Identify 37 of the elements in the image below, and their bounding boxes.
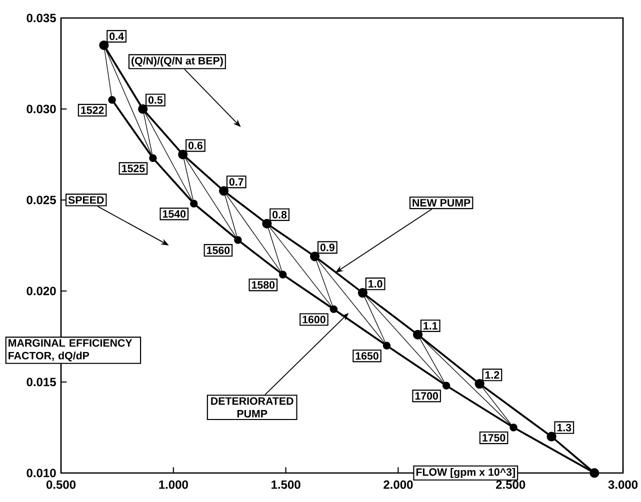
annotation: 1.3: [557, 424, 572, 432]
annotation: 1750: [482, 434, 506, 442]
annotation: 0.7: [229, 178, 244, 186]
y-tick-label: 0.035: [26, 14, 56, 22]
y-axis-title: MARGINAL EFFICIENCY FACTOR, dQ/dP: [8, 339, 132, 362]
annotation: 1650: [356, 352, 378, 360]
x-tick-label: 3.000: [608, 480, 638, 489]
annotation: 1580: [252, 281, 275, 289]
x-tick-label: 2.500: [496, 480, 526, 489]
annotation: 1600: [302, 316, 326, 324]
y-tick-label: 0.030: [26, 104, 56, 114]
annotation: 0.9: [320, 244, 334, 252]
annotation: 1.2: [485, 371, 500, 379]
annotation: 1522: [81, 106, 104, 114]
annotation: 0.5: [148, 96, 163, 104]
annotation: 1700: [415, 392, 438, 400]
y-tick-label: 0.025: [26, 196, 56, 204]
annotation: 0.6: [188, 142, 202, 150]
annotation: 1560: [206, 246, 230, 254]
annotation: 0.8: [272, 210, 287, 218]
y-tick-label: 0.015: [26, 378, 56, 386]
x-tick-label: 0.500: [46, 480, 76, 489]
annotation: 1525: [122, 164, 145, 172]
annotation: DETERIORATED PUMP: [211, 397, 294, 418]
annotation: 1.0: [368, 280, 382, 288]
annotation: (Q/N)/(Q/N at BEP): [132, 56, 223, 67]
x-tick-label: 1.000: [159, 480, 188, 489]
y-tick-label: 0.010: [26, 468, 56, 478]
annotation: 0.4: [110, 32, 124, 40]
x-axis-title: FLOW [gpm x 10^3]: [416, 468, 515, 478]
annotation: 1540: [162, 210, 186, 218]
x-tick-label: 1.500: [272, 480, 300, 489]
annotation: SPEED: [68, 196, 104, 204]
y-tick-label: 0.020: [26, 286, 56, 296]
annotation: 1.1: [424, 322, 438, 330]
x-tick-label: 2.000: [384, 480, 413, 489]
annotation: NEW PUMP: [412, 199, 470, 207]
